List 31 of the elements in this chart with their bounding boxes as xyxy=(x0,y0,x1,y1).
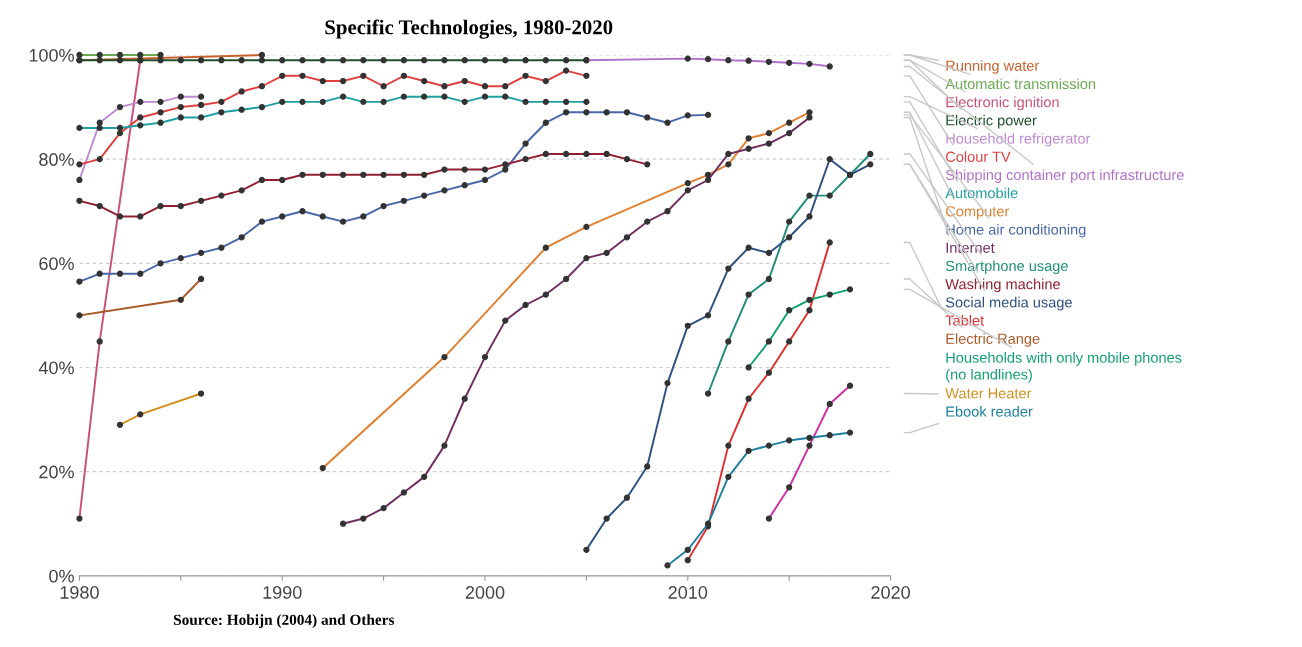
x-tick-label: 2010 xyxy=(668,586,708,599)
text: Electric power xyxy=(946,114,1037,129)
y-tick-label: 100% xyxy=(29,48,74,62)
y-tick-label: 40% xyxy=(38,361,74,375)
text: Household refrigerator xyxy=(946,133,1091,147)
text: Electric Range xyxy=(946,333,1040,347)
y-tick-label: 60% xyxy=(39,257,74,271)
text: Households with only mobile phones (no landlines) xyxy=(946,352,1182,383)
source-note: Source: Hobijn (2004) and Others xyxy=(173,614,395,629)
text: Automobile xyxy=(945,187,1018,199)
text: Tablet xyxy=(945,315,985,326)
text: Ebook reader xyxy=(946,406,1033,417)
text: Shipping container port infrastructure xyxy=(945,169,1184,183)
text: Water Heater xyxy=(945,388,1032,399)
x-tick-label: 1990 xyxy=(263,586,302,599)
text: Internet xyxy=(946,242,995,253)
text: Washing machine xyxy=(945,278,1060,293)
y-tick-label: 20% xyxy=(39,465,74,479)
text: Smartphone usage xyxy=(945,260,1068,274)
text: Computer xyxy=(945,206,1010,220)
y-tick-label: 80% xyxy=(39,153,74,166)
text: Social media usage xyxy=(945,296,1072,311)
x-tick-label: 2000 xyxy=(465,586,505,599)
text: Colour TV xyxy=(945,151,1011,162)
text: Electronic ignition xyxy=(946,96,1059,111)
text: Running water xyxy=(946,60,1040,74)
y-tick-label: 0% xyxy=(49,569,74,583)
chart-title: Specific Technologies, 1980-2020 xyxy=(325,19,613,39)
text: Automatic transmission xyxy=(945,78,1096,90)
x-tick-label: 1980 xyxy=(60,586,99,599)
x-tick-label: 2020 xyxy=(871,586,910,599)
